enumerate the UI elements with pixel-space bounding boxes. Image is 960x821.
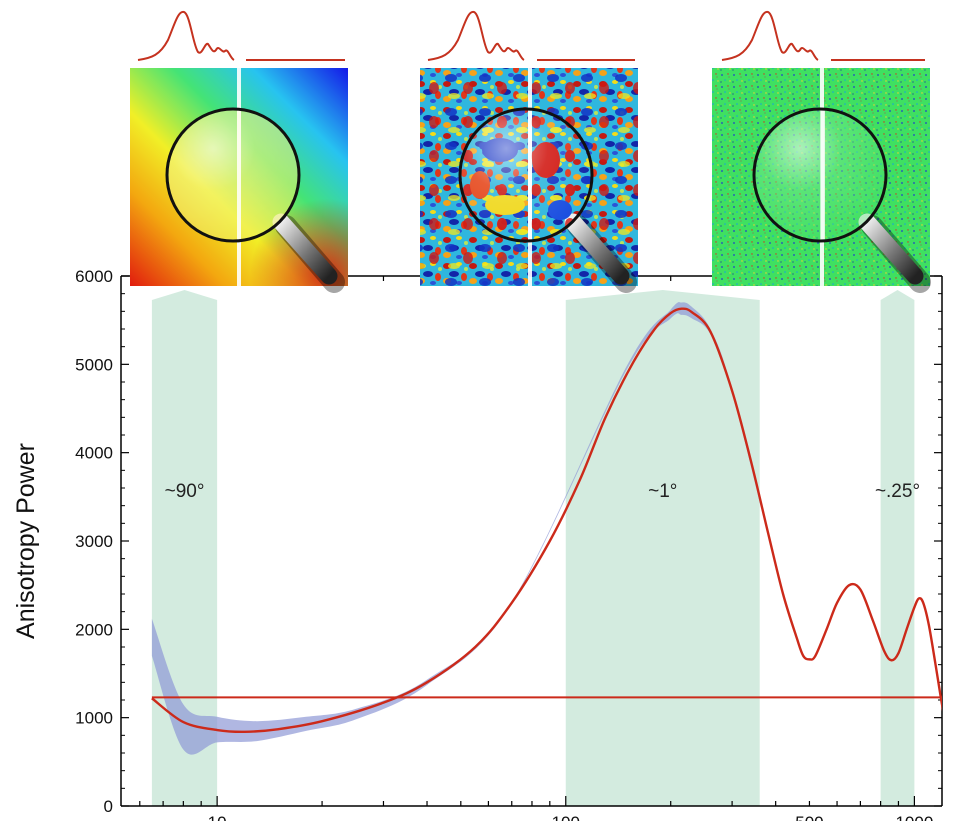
y-tick-label: 0 (104, 797, 113, 816)
x-tick-label: 100 (552, 813, 580, 821)
inset-map-small-scale (712, 68, 931, 293)
inset-spectrum-3 (721, 10, 819, 61)
inset-spectrum-2 (427, 10, 525, 61)
inset-spectra (137, 10, 925, 61)
band-label: ~.25° (875, 481, 920, 502)
x-tick-label: 500 (795, 813, 823, 821)
power-spectrum-line (151, 307, 942, 734)
band-label: ~90° (165, 481, 205, 502)
magnifier-icon (165, 107, 345, 293)
magnifier-icon (458, 107, 637, 293)
y-axis-label: Anisotropy Power (12, 443, 40, 639)
inset-spectrum-1 (137, 10, 235, 61)
band-label: ~1° (648, 481, 677, 502)
y-tick-label: 5000 (75, 355, 113, 374)
x-tick-label: 10 (208, 813, 227, 821)
y-tick-label: 3000 (75, 532, 113, 551)
magnifier-icon (752, 107, 931, 293)
inset-map-large-scale (130, 68, 348, 293)
y-axis: 0 1000 2000 3000 4000 5000 6000 (75, 267, 942, 816)
y-tick-label: 6000 (75, 267, 113, 286)
y-tick-label: 2000 (75, 620, 113, 639)
band-2 (565, 290, 760, 806)
band-3 (880, 290, 915, 806)
x-tick-label: 1000 (895, 813, 933, 821)
y-tick-label: 4000 (75, 444, 113, 463)
y-tick-label: 1000 (75, 709, 113, 728)
data-area (151, 302, 942, 755)
inset-map-degree-scale (420, 68, 638, 293)
